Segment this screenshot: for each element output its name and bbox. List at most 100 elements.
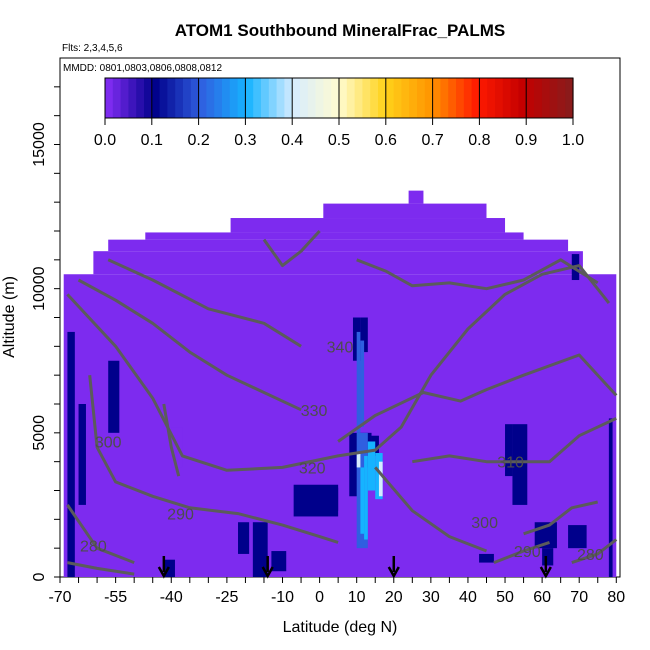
colorbar-segment [385,78,395,118]
theta-contours [66,229,618,576]
contour-labels: 340 330 320 310 300 300 290 290 280 280 [80,339,604,564]
heat-cell [78,404,86,505]
colorbar-segment [175,78,184,118]
y-tick-label: 5000 [31,415,48,451]
x-tick-label: 10 [348,589,366,606]
contour-line [262,229,321,268]
contour-line [107,258,302,348]
contour-label: 340 [327,339,354,356]
colorbar-segment [502,78,512,118]
x-tick-label: -55 [104,589,127,606]
contour-label: 290 [514,544,541,561]
colorbar-segment [198,78,207,118]
contour-line [77,278,302,412]
colorbar-segment [229,78,239,118]
x-tick-label: 70 [570,589,588,606]
x-tick-label: 30 [422,589,440,606]
contour-line [66,504,135,564]
x-axis: -70 -55 -40 -25 -10 0 10 20 30 40 50 60 70 80 [48,577,625,606]
colorbar-segment [120,78,129,118]
colorbar-segment [565,78,574,118]
colorbar-segment [144,78,153,118]
heat-cell [323,203,487,219]
colorbar-segment [432,78,441,118]
colorbar-segment [534,78,543,118]
colorbar-segment [417,78,426,118]
heat-cell [145,232,524,240]
colorbar-tick-label: 0.1 [141,132,163,149]
contour-line [571,538,618,565]
contour-line [88,375,339,544]
heat-cell [360,467,365,534]
colorbar-segment [557,78,566,118]
contour-label: 330 [301,403,328,420]
dates-subtitle: MMDD: 0801,0803,0806,0808,0812 [63,63,222,74]
heat-cell [356,331,361,433]
contour-label: 280 [80,538,107,555]
x-tick-label: 50 [496,589,514,606]
sounding-arrow-head [157,566,170,579]
y-axis: 0 5000 10000 15000 [31,86,60,581]
colorbar-tick-label: 0.7 [421,132,443,149]
contour-label: 300 [95,434,122,451]
heat-cell [67,331,75,577]
heat-cell [371,435,379,456]
colorbar-segment [151,78,161,118]
chart-title: ATOM1 Southbound MineralFrac_PALMS [175,21,506,40]
sounding-arrows [157,556,552,579]
contour-line [67,561,135,576]
colorbar-segment [471,78,480,118]
heat-cell [367,441,376,491]
colorbar-tick-label: 0.4 [281,132,303,149]
colorbar-segment [354,78,363,118]
heat-cell [360,340,365,428]
x-tick-label: 40 [459,589,477,606]
heat-cell [479,553,494,563]
colorbar-segment [323,78,332,118]
heat-cell [542,548,554,566]
colorbar-segment [424,78,434,118]
heat-cell [375,453,383,500]
colorbar-tick-label: 0.0 [94,132,116,149]
y-tick-label: 10000 [31,266,48,311]
contour-line [493,540,550,564]
colorbar-segment [284,78,293,118]
colorbar: 0.0 0.1 0.2 0.3 0.4 0.5 0.6 0.7 0.8 0.9 1.0 [94,77,584,149]
colorbar-segment [331,78,340,118]
colorbar-segment [245,78,254,118]
colorbar-segment [268,78,278,118]
contour-line [66,264,611,472]
heat-cell [378,461,383,497]
colorbar-segment [315,78,324,118]
colorbar-segment [214,78,223,118]
colorbar-segment [112,78,122,118]
x-tick-label: 60 [533,589,551,606]
heat-cell [505,424,513,477]
x-tick-label: -40 [160,589,183,606]
colorbar-tick-label: 0.2 [187,132,209,149]
colorbar-segment [541,78,551,118]
colorbar-segment [128,78,137,118]
colorbar-segment [276,78,285,118]
colorbar-segment [487,78,496,118]
y-tick-label: 15000 [31,122,48,167]
colorbar-segment [448,78,457,118]
flights-subtitle: Flts: 2,3,4,5,6 [62,43,123,54]
contour-line [374,466,488,553]
x-tick-label: -25 [215,589,238,606]
heat-cell [364,455,368,540]
colorbar-segment [222,78,231,118]
contour-label: 290 [167,507,194,524]
colorbar-segment [136,78,145,118]
colorbar-tick-label: 0.5 [328,132,350,149]
colorbar-segment [362,78,371,118]
colorbar-segment [183,78,192,118]
colorbar-segment [237,78,246,118]
colorbar-segment [463,78,473,118]
colorbar-segment [307,78,317,118]
colorbar-segment [167,78,176,118]
heat-cell [238,522,250,554]
heat-cell [408,190,424,204]
colorbar-segment [346,78,356,118]
